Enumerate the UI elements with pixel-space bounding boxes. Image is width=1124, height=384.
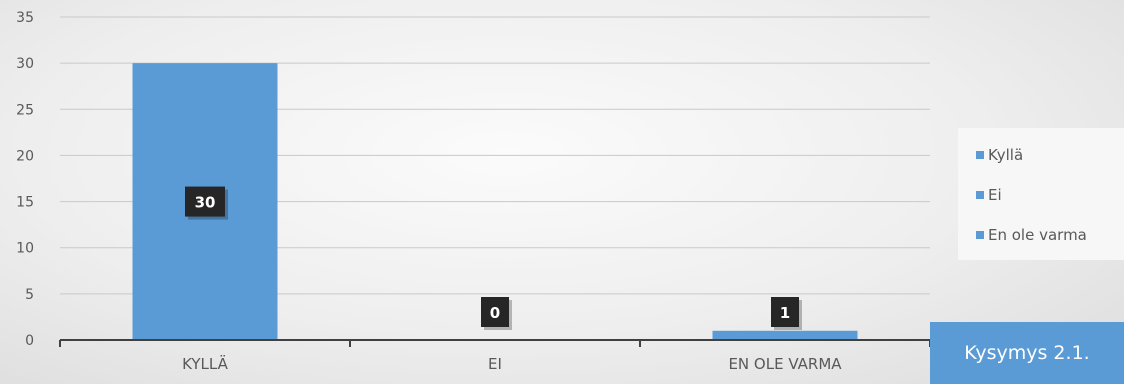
y-tick-label: 0 [25, 333, 34, 349]
legend-swatch [976, 231, 984, 239]
legend-swatch [976, 191, 984, 199]
data-label-value: 1 [780, 304, 790, 322]
x-axis: KYLLÄ EI EN OLE VARMA [59, 339, 931, 373]
y-axis-ticks: 0 5 10 15 20 25 30 35 [16, 10, 34, 349]
legend-label: Ei [988, 186, 1002, 204]
data-label-value: 0 [490, 304, 500, 322]
legend-swatch [976, 151, 984, 159]
y-tick-label: 35 [16, 10, 34, 26]
y-tick-label: 30 [16, 56, 34, 72]
y-tick-label: 10 [16, 241, 34, 257]
legend-item-en-ole-varma: En ole varma [976, 225, 1087, 245]
data-label: 1 [771, 297, 802, 330]
legend-label: Kyllä [988, 146, 1024, 164]
y-tick-label: 15 [16, 195, 34, 211]
x-category-label: KYLLÄ [182, 354, 229, 373]
y-tick-label: 5 [25, 287, 34, 303]
data-label: 0 [481, 297, 512, 330]
data-labels: 30 0 1 [185, 186, 802, 330]
data-label: 30 [185, 186, 228, 220]
legend-item-kylla: Kyllä [976, 145, 1023, 165]
legend: Kyllä Ei En ole varma [958, 128, 1124, 260]
y-tick-label: 25 [16, 102, 34, 118]
x-category-label: EN OLE VARMA [728, 355, 842, 373]
legend-label: En ole varma [988, 226, 1087, 244]
y-tick-label: 20 [16, 148, 34, 164]
bar [712, 330, 858, 340]
data-label-box [481, 297, 509, 327]
data-label-box [771, 297, 799, 327]
x-category-label: EI [488, 355, 502, 373]
legend-item-ei: Ei [976, 185, 1002, 205]
caption-text: Kysymys 2.1. [964, 342, 1090, 364]
caption-box: Kysymys 2.1. [930, 322, 1124, 384]
data-label-value: 30 [195, 194, 216, 212]
data-label-box [185, 186, 225, 217]
